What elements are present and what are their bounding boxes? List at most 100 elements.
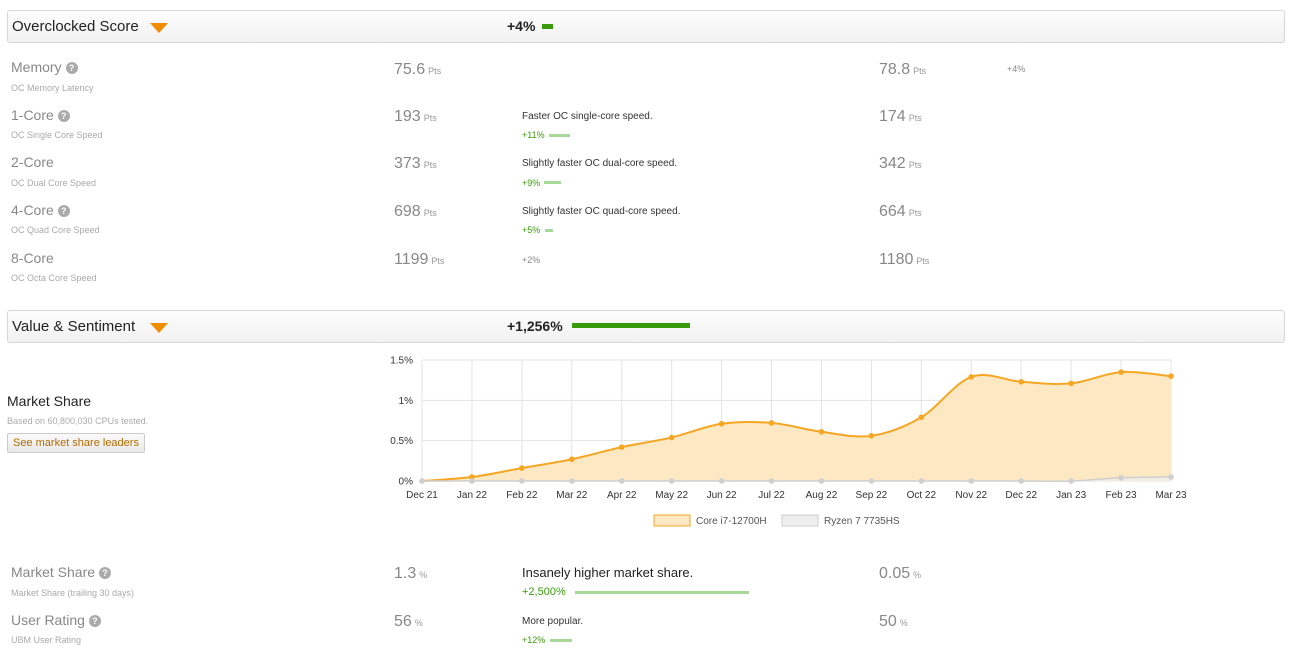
value-b: 50% xyxy=(879,613,908,630)
row-label: 8-Core xyxy=(11,250,54,266)
series-line xyxy=(421,370,1172,482)
data-point xyxy=(1168,474,1174,480)
question-circle-icon[interactable]: ? xyxy=(88,615,101,627)
y-tick-label: 1.5% xyxy=(390,356,413,367)
data-point xyxy=(968,374,975,380)
row-label: 4-Core? xyxy=(11,202,70,218)
data-point xyxy=(1118,474,1124,481)
diff-bar xyxy=(544,181,561,184)
row-sublabel: OC Dual Core Speed xyxy=(11,178,97,188)
legend-label: Core i7-12700H xyxy=(696,516,767,527)
value-a: 698 Pts xyxy=(394,203,437,220)
data-point xyxy=(668,478,675,484)
section-title: Value & Sentiment xyxy=(12,318,136,335)
data-point xyxy=(918,478,925,484)
question-circle-icon[interactable]: ? xyxy=(65,62,78,74)
x-tick-label: Feb 22 xyxy=(506,490,538,501)
section-delta: +4% xyxy=(507,18,536,34)
triangle-down-icon[interactable] xyxy=(150,23,168,33)
data-point xyxy=(1068,380,1074,387)
legend-label: Ryzen 7 7735HS xyxy=(824,516,900,527)
x-tick-label: Jan 22 xyxy=(457,490,487,501)
x-axis-labels: Dec 21 Jan 22 Feb 22 Mar 22 Apr 22 May 22 Jun … xyxy=(406,490,1187,501)
market-share-title: Market Share xyxy=(7,393,92,409)
data-point xyxy=(718,420,725,427)
chart-series xyxy=(419,369,1174,484)
data-point xyxy=(1168,373,1174,379)
series-area xyxy=(422,476,1171,482)
y-axis-labels: 0% 0.5% 1% 1.5% xyxy=(390,356,413,488)
y-tick-label: 0.5% xyxy=(390,436,413,447)
question-circle-icon[interactable]: ? xyxy=(57,110,70,122)
series-line xyxy=(422,476,1172,482)
comparison-text: Insanely higher market share. xyxy=(522,565,694,580)
data-point xyxy=(1018,478,1024,484)
x-tick-label: Oct 22 xyxy=(907,490,937,501)
legend-swatch xyxy=(653,514,691,527)
triangle-down-icon[interactable] xyxy=(150,323,168,333)
row-label: 2-Core xyxy=(11,154,54,170)
diff-bar xyxy=(575,591,749,594)
value-a: 193 Pts xyxy=(394,108,437,125)
market-share-leaders-button[interactable]: See market share leaders xyxy=(7,433,145,453)
delta-bar xyxy=(542,24,553,29)
data-point xyxy=(419,478,425,484)
x-tick-label: Sep 22 xyxy=(856,490,888,501)
percent-diff: +2% xyxy=(522,255,541,265)
market-share-chart: 0% 0.5% 1% 1.5% Dec 21 Jan 22 Feb 22 Mar 22 Apr… xyxy=(390,356,1187,528)
data-point xyxy=(1018,378,1024,385)
data-point xyxy=(618,444,625,450)
comparison-text: Slightly faster OC dual-core speed. xyxy=(522,158,678,169)
x-tick-label: Dec 21 xyxy=(406,490,438,501)
legend-swatch xyxy=(781,514,819,527)
chart-legend: Core i7-12700H Ryzen 7 7735HS xyxy=(653,514,900,527)
x-tick-label: Mar 22 xyxy=(556,490,588,501)
x-tick-label: Jul 22 xyxy=(758,490,785,501)
data-point xyxy=(868,478,875,484)
question-circle-icon[interactable]: ? xyxy=(99,567,112,579)
y-tick-label: 0% xyxy=(399,477,414,488)
comparison-text: Slightly faster OC quad-core speed. xyxy=(522,206,681,217)
value-a: 56% xyxy=(394,613,423,630)
overclocked-score-header[interactable]: Overclocked Score +4% xyxy=(7,10,1285,43)
question-circle-icon[interactable]: ? xyxy=(57,205,70,217)
x-tick-label: Feb 23 xyxy=(1105,490,1137,501)
row-sublabel: UBM User Rating xyxy=(11,635,82,645)
row-label: User Rating? xyxy=(11,612,101,628)
value-b: 1180 Pts xyxy=(879,251,930,268)
value-a: 1199 Pts xyxy=(394,251,445,268)
x-tick-label: Jun 22 xyxy=(707,490,737,501)
section-title: Overclocked Score xyxy=(12,18,139,35)
value-b: 664 Pts xyxy=(879,203,922,220)
value-b: 174 Pts xyxy=(879,108,922,125)
data-point xyxy=(718,478,725,484)
value-a: 75.6 Pts xyxy=(394,61,442,78)
value-sentiment-header[interactable]: Value & Sentiment +1,256% xyxy=(7,310,1285,343)
x-tick-label: Apr 22 xyxy=(607,490,637,501)
x-tick-label: Nov 22 xyxy=(955,490,987,501)
percent-diff: +4% xyxy=(1007,64,1026,74)
data-point xyxy=(918,414,925,421)
row-label: Memory? xyxy=(11,59,78,75)
row-label: 1-Core? xyxy=(11,107,70,123)
data-point xyxy=(818,478,825,484)
x-tick-label: Jan 23 xyxy=(1056,490,1086,501)
data-point xyxy=(1068,478,1074,484)
row-sublabel: OC Octa Core Speed xyxy=(11,273,97,283)
data-point xyxy=(469,478,475,484)
value-b: 78.8 Pts xyxy=(879,61,927,78)
percent-diff: +5% xyxy=(522,225,541,235)
data-point xyxy=(469,474,475,480)
data-point xyxy=(519,478,525,484)
data-point xyxy=(768,420,775,426)
diff-bar xyxy=(550,639,572,642)
data-point xyxy=(569,456,575,463)
value-a: 373 Pts xyxy=(394,155,437,172)
value-b: 342 Pts xyxy=(879,155,922,172)
row-sublabel: OC Quad Core Speed xyxy=(11,225,100,235)
percent-diff: +9% xyxy=(522,178,541,188)
diff-bar xyxy=(545,229,553,232)
data-point xyxy=(1118,369,1124,375)
delta-bar xyxy=(572,323,690,328)
x-tick-label: Aug 22 xyxy=(806,490,838,501)
